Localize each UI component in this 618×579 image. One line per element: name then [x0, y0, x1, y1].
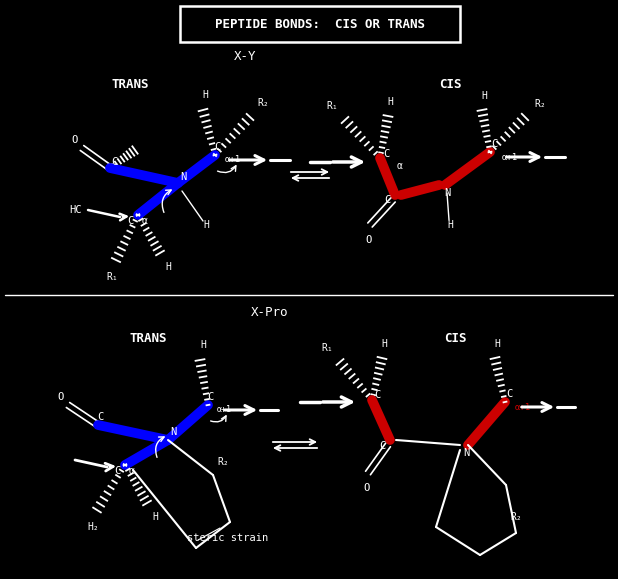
Text: C: C: [114, 466, 120, 476]
Text: α+1: α+1: [515, 402, 531, 412]
Text: C: C: [127, 216, 133, 226]
Text: R₂: R₂: [510, 512, 522, 522]
Text: X-Pro: X-Pro: [252, 306, 289, 320]
Text: H: H: [200, 340, 206, 350]
Text: R₁: R₁: [326, 101, 338, 111]
Text: R₂: R₂: [534, 99, 546, 109]
Text: O: O: [363, 483, 369, 493]
Text: C: C: [374, 390, 380, 400]
Text: H₂: H₂: [87, 522, 99, 532]
Text: X-Y: X-Y: [234, 50, 256, 64]
Text: steric strain: steric strain: [187, 533, 269, 543]
Text: CIS: CIS: [444, 332, 466, 345]
Text: R₁: R₁: [321, 343, 333, 353]
Text: PEPTIDE BONDS:  CIS OR TRANS: PEPTIDE BONDS: CIS OR TRANS: [215, 17, 425, 31]
Text: α+1: α+1: [225, 155, 241, 163]
Text: H: H: [494, 339, 500, 349]
Text: H: H: [387, 97, 393, 107]
Text: N: N: [180, 172, 186, 182]
Text: C: C: [379, 441, 385, 451]
Text: R₁: R₁: [106, 272, 118, 282]
Text: C: C: [214, 142, 220, 152]
Text: R₂: R₂: [217, 457, 229, 467]
Text: H: H: [165, 262, 171, 272]
Text: R₂: R₂: [257, 98, 269, 108]
Text: C: C: [384, 195, 390, 205]
Text: H: H: [381, 339, 387, 349]
Text: α: α: [397, 161, 403, 171]
Text: H: H: [481, 91, 487, 101]
Text: O: O: [365, 235, 371, 245]
FancyBboxPatch shape: [180, 6, 460, 42]
Text: N: N: [444, 188, 450, 198]
Text: α+1: α+1: [216, 405, 232, 415]
Text: H: H: [203, 220, 209, 230]
Text: C: C: [207, 392, 213, 402]
Text: H: H: [152, 512, 158, 522]
Text: H: H: [202, 90, 208, 100]
Text: CIS: CIS: [439, 79, 461, 91]
Text: TRANS: TRANS: [111, 79, 149, 91]
Text: α: α: [142, 216, 148, 226]
Text: O: O: [57, 392, 63, 402]
Text: N: N: [463, 448, 469, 458]
Text: C: C: [111, 157, 117, 167]
Text: HC: HC: [70, 205, 82, 215]
Text: O: O: [71, 135, 77, 145]
Text: α: α: [129, 466, 135, 476]
Text: α+1: α+1: [502, 152, 518, 162]
Text: C: C: [97, 412, 103, 422]
Text: C: C: [383, 149, 389, 159]
Text: N: N: [170, 427, 176, 437]
Text: C: C: [506, 389, 512, 399]
Text: TRANS: TRANS: [129, 332, 167, 345]
Text: C: C: [491, 139, 497, 149]
Text: H: H: [447, 220, 453, 230]
